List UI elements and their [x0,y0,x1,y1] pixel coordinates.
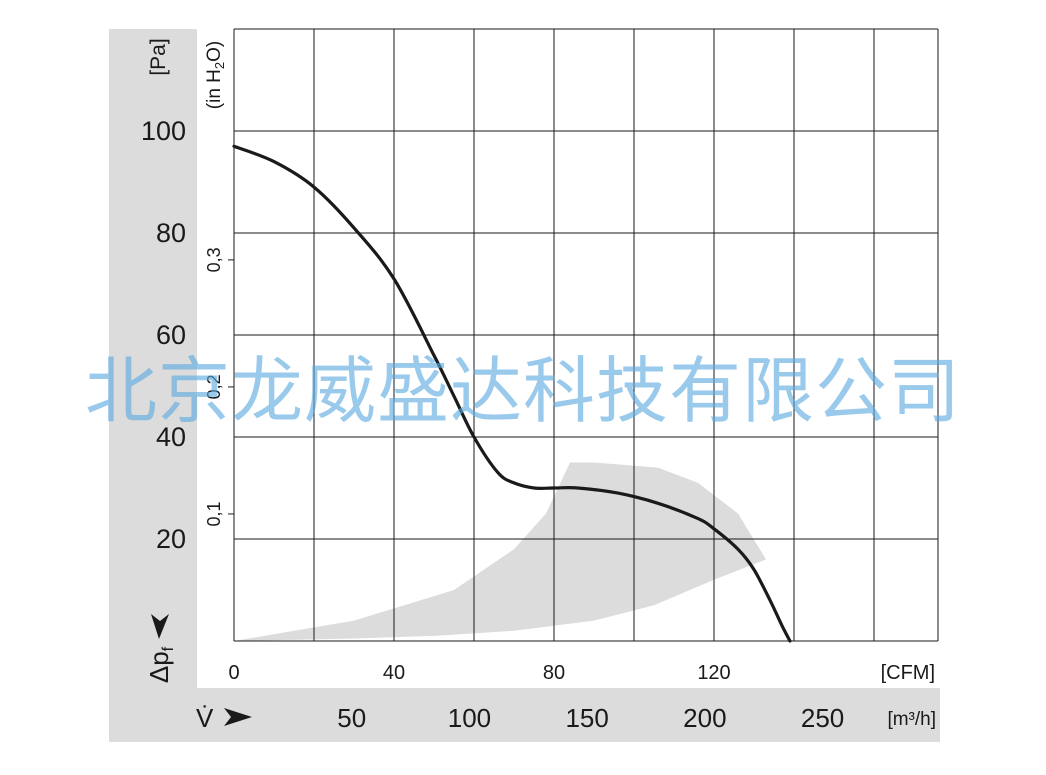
x2-arrow-icon [224,708,252,726]
y2-tick-label: 0,1 [204,501,224,526]
x2-axis-panel [109,688,940,742]
x2-axis-label: V̇ [196,703,214,733]
y-axis-label: Δpf [144,646,177,683]
x-tick-label: 80 [543,662,565,684]
x2-tick-label: 150 [565,703,608,733]
x-tick-label: 0 [228,662,239,684]
x2-tick-label: 200 [683,703,726,733]
y-unit-label: [Pa] [147,38,170,75]
y2-tick-label: 0,2 [204,374,224,399]
y-tick-label: 40 [156,422,186,452]
x-unit-label: [CFM] [881,662,935,684]
y2-unit-label: (in H2O) [204,41,227,109]
x2-unit-label: [m³/h] [887,709,936,730]
x2-tick-label: 50 [337,703,366,733]
y-tick-label: 100 [141,116,186,146]
y-tick-label: 80 [156,218,186,248]
x-tick-label: 40 [383,662,405,684]
y-tick-label: 20 [156,524,186,554]
x2-tick-label: 250 [801,703,844,733]
x2-tick-label: 100 [448,703,491,733]
x-tick-label: 120 [697,662,730,684]
y-tick-label: 60 [156,320,186,350]
y2-tick-label: 0,3 [204,247,224,272]
y-arrow-icon [151,614,169,639]
series-line [232,144,792,643]
y-axis-panel [109,29,197,688]
operating-band [234,462,766,641]
